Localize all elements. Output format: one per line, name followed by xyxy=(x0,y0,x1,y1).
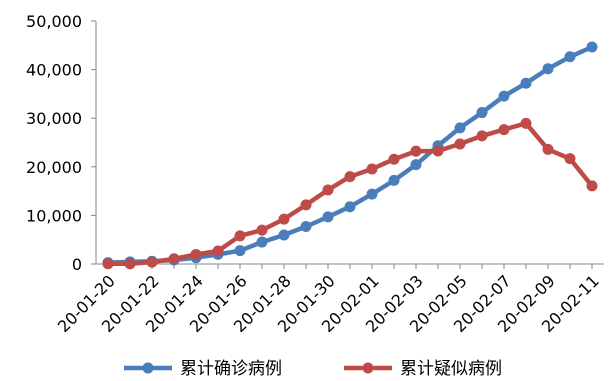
legend-marker xyxy=(142,362,154,374)
data-point xyxy=(520,77,532,89)
axes xyxy=(91,20,604,269)
data-point xyxy=(564,51,576,63)
data-point xyxy=(256,236,268,248)
legend-item: 累计确诊病例 xyxy=(124,359,282,379)
data-point xyxy=(388,153,400,165)
data-point xyxy=(322,184,334,196)
data-point xyxy=(256,224,268,236)
data-point xyxy=(278,229,290,241)
series-layer xyxy=(102,41,598,270)
data-point xyxy=(454,138,466,150)
data-point xyxy=(102,258,114,270)
data-point xyxy=(300,221,312,233)
data-point xyxy=(586,180,598,192)
data-point xyxy=(498,124,510,136)
data-point xyxy=(520,117,532,129)
data-point xyxy=(234,245,246,257)
legend: 累计确诊病例 累计疑似病例 xyxy=(124,359,502,379)
data-point xyxy=(454,122,466,134)
data-point xyxy=(344,201,356,213)
data-point xyxy=(278,213,290,225)
y-tick-label: 20,000 xyxy=(26,158,82,177)
data-point xyxy=(234,230,246,242)
series-2 xyxy=(102,117,598,270)
legend-label: 累计疑似病例 xyxy=(400,359,502,379)
data-point xyxy=(564,153,576,165)
data-point xyxy=(124,258,136,270)
series-line xyxy=(107,44,593,265)
legend-marker xyxy=(362,362,374,374)
y-axis-ticks: 0 10,000 20,000 30,000 40,000 50,000 xyxy=(26,12,82,274)
data-point xyxy=(366,188,378,200)
data-point xyxy=(542,143,554,155)
data-point xyxy=(322,211,334,223)
y-tick-label: 30,000 xyxy=(26,109,82,128)
data-point xyxy=(542,63,554,75)
y-tick-label: 0 xyxy=(72,255,82,274)
data-point xyxy=(146,256,158,268)
legend-item: 累计疑似病例 xyxy=(344,359,502,379)
data-point xyxy=(388,174,400,186)
data-point xyxy=(476,130,488,142)
y-tick-label: 50,000 xyxy=(26,12,82,31)
legend-label: 累计确诊病例 xyxy=(180,359,282,379)
data-point xyxy=(190,248,202,260)
series-1 xyxy=(102,41,598,269)
data-point xyxy=(432,145,444,157)
data-point xyxy=(168,253,180,265)
data-point xyxy=(410,145,422,157)
data-point xyxy=(498,90,510,102)
data-point xyxy=(366,163,378,175)
series-line xyxy=(107,121,594,267)
data-point xyxy=(586,41,598,53)
data-point xyxy=(476,107,488,119)
y-tick-label: 40,000 xyxy=(26,61,82,80)
data-point xyxy=(344,171,356,183)
data-point xyxy=(410,159,422,171)
data-point xyxy=(212,245,224,257)
x-axis-ticks: 20-01-2020-01-2220-01-2420-01-2620-01-28… xyxy=(54,271,603,336)
data-point xyxy=(300,199,312,211)
y-tick-label: 10,000 xyxy=(26,206,82,225)
